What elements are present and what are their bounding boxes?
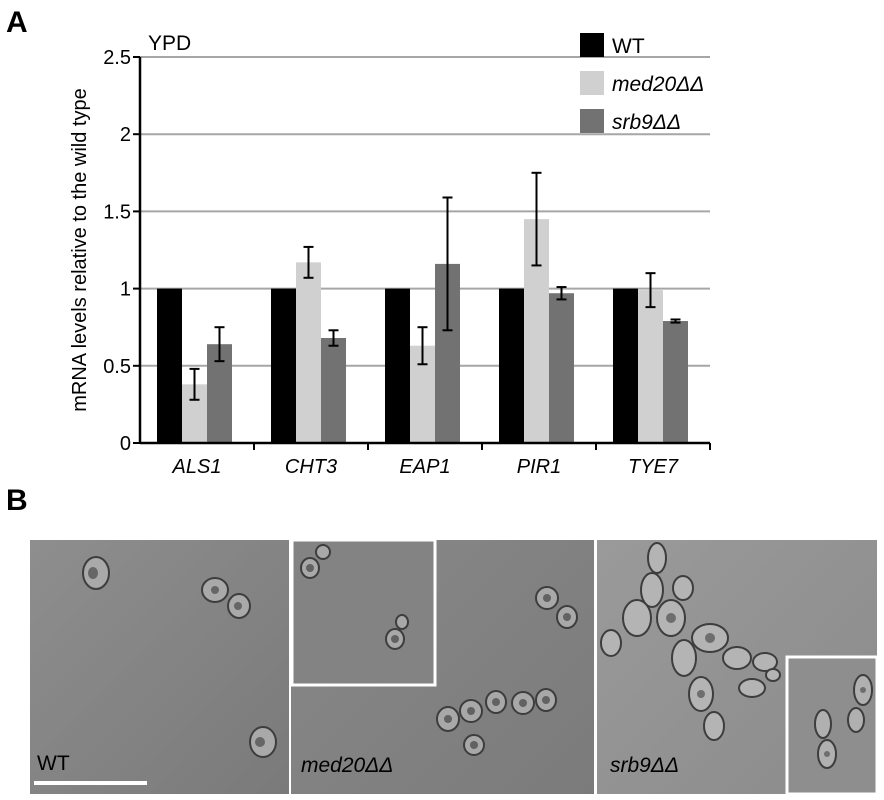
legend-label: WT: [612, 35, 645, 58]
legend-swatch: [580, 109, 604, 133]
bar-TYE7-1: [638, 290, 663, 443]
chart-title: YPD: [148, 32, 191, 55]
legend-swatch: [580, 33, 604, 57]
y-tick-label: 1: [120, 279, 131, 301]
micrograph-label-med20: med20ΔΔ: [301, 754, 394, 777]
bar-CHT3-0: [271, 288, 296, 443]
legend-label: med20ΔΔ: [612, 73, 704, 96]
bar-group: [157, 171, 688, 443]
bar-ALS1-0: [157, 288, 182, 443]
bar-chart: 0 0.5 1 1.5 2 2.5 ALS1 CHT3 EAP1 PIR1 TYE7 YPD mRNA …: [69, 32, 711, 478]
bar-CHT3-2: [321, 338, 346, 443]
micrograph-med20: med20ΔΔ: [291, 540, 594, 794]
y-axis-label: mRNA levels relative to the wild type: [69, 88, 91, 411]
scale-bar: [34, 781, 147, 785]
micrograph-wt: WT: [30, 540, 289, 794]
micrograph-label-wt: WT: [37, 752, 70, 775]
bar-TYE7-2: [663, 321, 688, 443]
bar-PIR1-2: [549, 293, 574, 443]
panel-b-letter: B: [6, 484, 28, 517]
legend-label: srb9ΔΔ: [612, 111, 681, 134]
x-tick-label: CHT3: [285, 456, 337, 478]
x-tick-label: TYE7: [628, 456, 679, 478]
panel-a-letter: A: [6, 6, 28, 39]
y-tick-label: 0: [120, 433, 131, 455]
wt-cells: [34, 556, 277, 785]
y-tick-label: 2.5: [103, 47, 131, 69]
bar-EAP1-0: [385, 288, 410, 443]
micrograph-label-srb9: srb9ΔΔ: [610, 754, 680, 777]
x-tick-label: EAP1: [399, 456, 450, 478]
med20-cells: [291, 540, 578, 756]
bar-TYE7-0: [613, 288, 638, 443]
x-tick-label: ALS1: [172, 456, 222, 478]
x-tick-label: PIR1: [517, 456, 561, 478]
micrograph-srb9: srb9ΔΔ: [597, 540, 877, 794]
y-tick-label: 0.5: [103, 356, 131, 378]
srb9-cells: [600, 542, 877, 794]
legend: WT med20ΔΔ srb9ΔΔ: [580, 33, 704, 134]
legend-swatch: [580, 71, 604, 95]
y-tick-label: 2: [120, 124, 131, 146]
bar-CHT3-1: [296, 262, 321, 443]
bar-PIR1-0: [499, 288, 524, 443]
y-tick-label: 1.5: [103, 201, 131, 223]
axes: 0 0.5 1 1.5 2 2.5 ALS1 CHT3 EAP1 PIR1 TYE7 YPD mRNA …: [69, 32, 711, 478]
